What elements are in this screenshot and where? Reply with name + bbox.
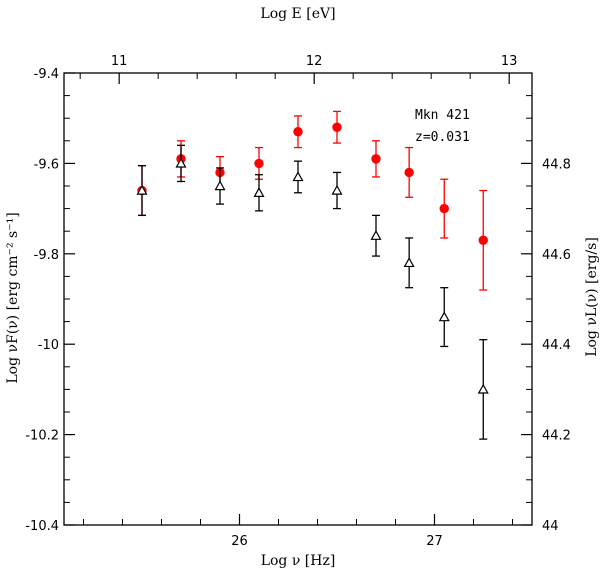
top-x-axis: 11 12 13 <box>111 54 518 84</box>
data-point-triangle <box>331 184 343 195</box>
top-tick-label: 13 <box>501 54 518 69</box>
x-tick-label: 27 <box>426 534 443 549</box>
right-tick-label: 44 <box>542 519 559 534</box>
top-tick-label: 11 <box>111 54 128 69</box>
right-y-axis: 44 44.2 44.4 44.6 44.8 <box>521 157 571 534</box>
data-point-circle <box>439 203 449 214</box>
right-tick-label: 44.2 <box>542 429 571 444</box>
x-tick-label: 26 <box>231 534 248 549</box>
y-tick-label: -10 <box>38 338 59 353</box>
y-axis: -10.4 -10.2 -10 -9.8 -9.6 -9.4 <box>25 67 75 534</box>
top-x-axis-title: Log E [eV] <box>260 6 335 22</box>
series-layer <box>136 110 489 440</box>
data-point-circle <box>478 235 488 245</box>
series-circle <box>137 110 488 291</box>
right-tick-label: 44.6 <box>542 248 571 263</box>
minor-ticks <box>64 73 532 525</box>
annotation-source: Mkn 421 <box>415 108 470 123</box>
right-tick-label: 44.4 <box>542 338 571 353</box>
series-triangle <box>136 144 489 440</box>
right-tick-label: 44.8 <box>542 157 571 172</box>
data-point-circle <box>254 158 264 169</box>
data-point-triangle <box>253 187 265 197</box>
data-point-circle <box>371 154 381 164</box>
data-point-triangle <box>477 383 489 394</box>
y-tick-label: -9.6 <box>34 157 59 172</box>
data-point-circle <box>404 167 414 178</box>
data-point-triangle <box>136 184 148 195</box>
data-point-triangle <box>403 257 415 268</box>
data-point-triangle <box>175 157 187 168</box>
top-tick-label: 12 <box>306 54 323 69</box>
x-axis-title: Log ν [Hz] <box>261 553 336 569</box>
x-axis: 26 27 <box>231 514 443 549</box>
data-point-triangle <box>214 180 226 191</box>
y-tick-label: -10.4 <box>25 519 59 534</box>
data-point-triangle <box>438 311 450 322</box>
y-tick-label: -9.4 <box>34 67 59 82</box>
data-point-triangle <box>292 171 304 182</box>
data-point-circle <box>293 127 303 137</box>
y-tick-label: -10.2 <box>25 429 59 444</box>
data-point-circle <box>332 122 342 132</box>
right-y-axis-title: Log νL(ν) [erg/s] <box>584 237 600 357</box>
data-point-triangle <box>370 229 382 240</box>
y-tick-label: -9.8 <box>34 248 59 263</box>
y-axis-title: Log νF(ν) [erg cm⁻² s⁻¹] <box>5 212 21 383</box>
annotation-redshift: z=0.031 <box>415 130 470 145</box>
